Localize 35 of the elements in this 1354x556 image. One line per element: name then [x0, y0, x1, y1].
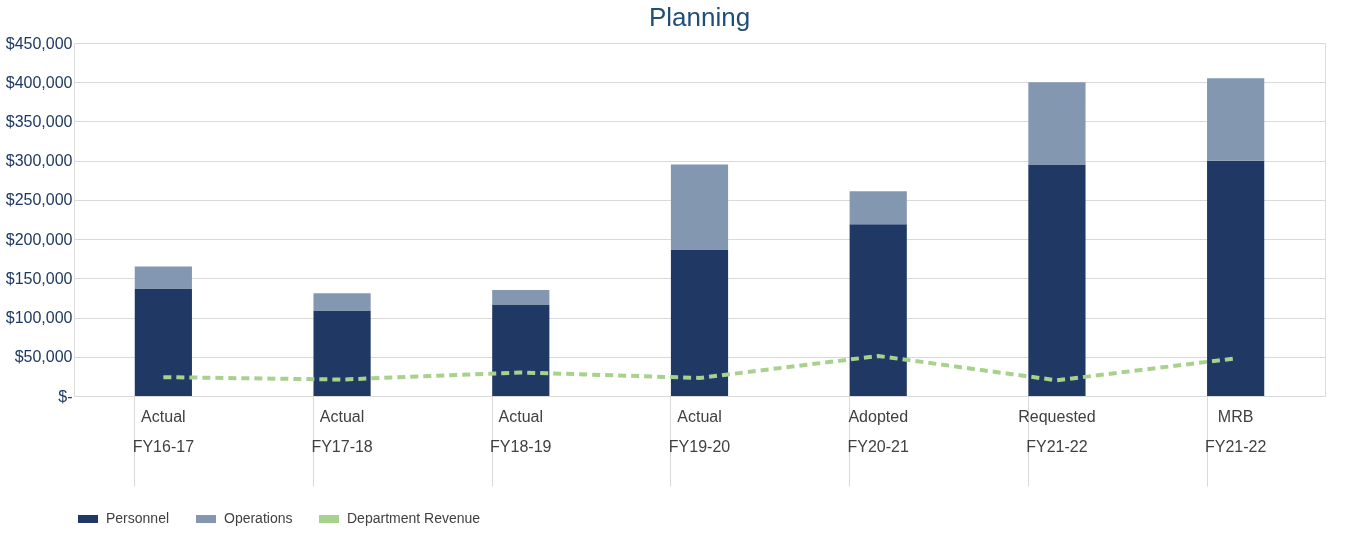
- bar: [849, 191, 907, 225]
- y-tick-label: $50,000: [14, 348, 73, 366]
- bar: [492, 305, 550, 396]
- y-tick-label: $150,000: [5, 269, 73, 287]
- legend-label: Department Revenue: [347, 510, 481, 526]
- x-tick-label: Actual FY18-19: [490, 407, 552, 455]
- bar: [670, 164, 729, 251]
- x-tick-label: MRB FY21-22: [1204, 407, 1267, 455]
- x-tick-label: Adopted FY20-21: [847, 407, 909, 455]
- chart-title: Planning: [648, 2, 751, 32]
- bar: [134, 288, 192, 396]
- bar: [313, 310, 371, 396]
- y-tick-label: $200,000: [5, 230, 73, 248]
- x-tick-label: Actual FY19-20: [668, 407, 731, 455]
- y-tick-label: $450,000: [5, 34, 73, 52]
- x-tick-label: Actual FY17-18: [311, 407, 373, 455]
- bar: [1207, 78, 1265, 161]
- y-tick-label: $100,000: [5, 309, 73, 327]
- x-tick-label: Requested FY21-22: [1018, 407, 1096, 455]
- bar: [313, 293, 371, 311]
- y-tick-label: $350,000: [5, 112, 73, 130]
- x-tick-label: Actual FY16-17: [132, 407, 195, 455]
- y-tick-label: $250,000: [5, 191, 73, 209]
- legend-label: Personnel: [106, 510, 170, 526]
- bar: [1028, 164, 1086, 396]
- y-tick-label: $400,000: [5, 73, 73, 91]
- bar: [492, 290, 550, 305]
- bar: [849, 224, 907, 396]
- bar: [134, 266, 192, 289]
- y-tick-label: $300,000: [5, 152, 73, 170]
- bar: [670, 250, 729, 396]
- bar: [1028, 82, 1086, 165]
- bar: [1207, 160, 1265, 396]
- legend-label: Operations: [224, 510, 293, 526]
- y-tick-label: $-: [58, 387, 73, 405]
